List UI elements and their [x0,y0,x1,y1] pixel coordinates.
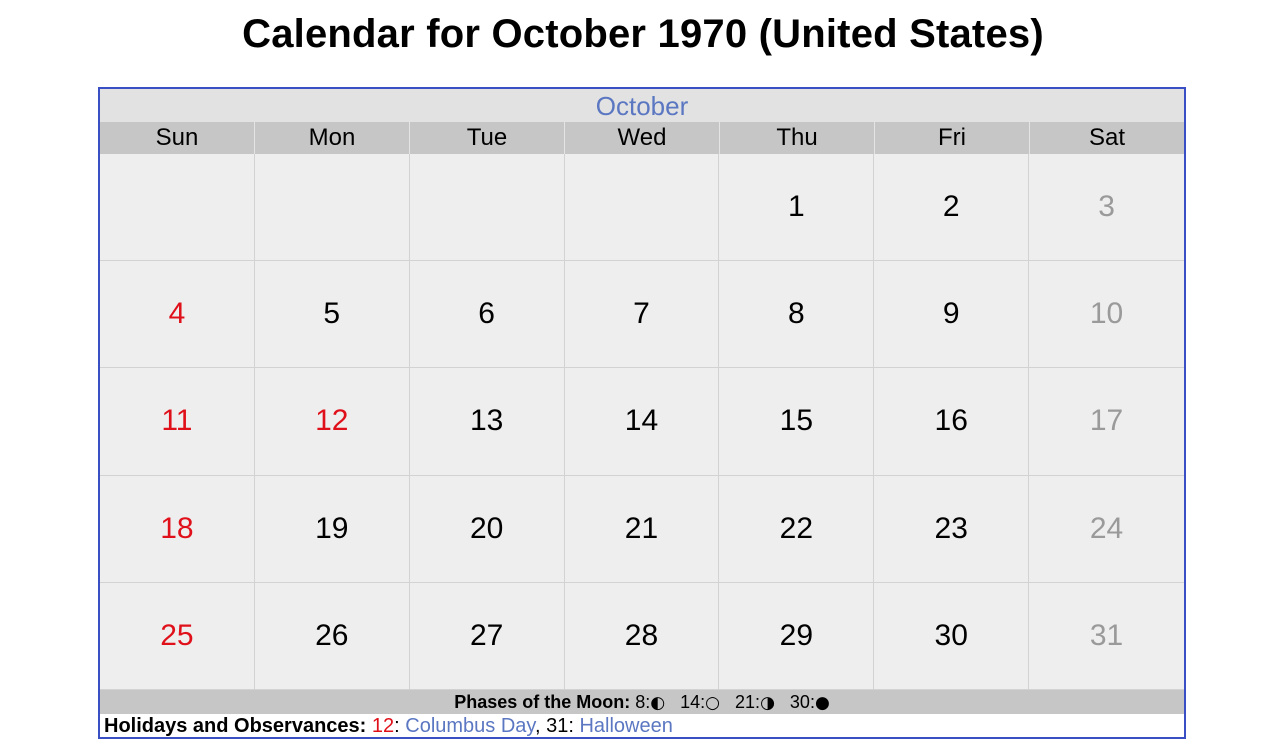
day-cell-22: 22 [719,475,875,583]
holidays-label: Holidays and Observances: [104,715,367,737]
day-cell-21: 21 [564,475,720,583]
empty-day-cell [564,154,720,262]
day-cell-16: 16 [874,368,1030,476]
page-title: Calendar for October 1970 (United States… [242,12,1044,56]
day-cell-6: 6 [409,261,565,369]
day-cell-29: 29 [719,582,875,690]
holidays-bar: Holidays and Observances: 12: Columbus D… [104,715,673,737]
moon-phase-day: 21 [735,692,756,712]
day-cell-11: 11 [100,368,255,476]
weekday-header-sat: Sat [1030,122,1184,154]
moon-phases-bar: Phases of the Moon: 8:◐ 14:○ 21:◑ 30:● [100,690,1184,714]
day-cell-9: 9 [874,261,1030,369]
day-cell-15: 15 [719,368,875,476]
weekday-header-thu: Thu [720,122,875,154]
holiday-day: 31 [546,715,569,737]
weekday-header-wed: Wed [565,122,720,154]
moon-phase-day: 30 [789,692,810,712]
day-cell-26: 26 [254,582,410,690]
day-cell-12: 12 [254,368,410,476]
day-cell-3: 3 [1029,154,1184,262]
holiday-day: 12 [371,715,395,737]
empty-day-cell [409,154,565,262]
day-cell-2: 2 [874,154,1030,262]
moon-phase-day: 14 [680,692,701,712]
moon-phase-day: 8 [635,692,646,712]
day-cell-4: 4 [100,261,255,369]
empty-day-cell [100,154,255,262]
day-cell-17: 17 [1029,368,1184,476]
day-cell-27: 27 [409,582,565,690]
holiday-link-columbus-day[interactable]: Columbus Day [405,715,535,737]
last-quarter-moon-icon: ◑ [760,693,775,713]
day-cell-31: 31 [1029,582,1184,690]
full-moon-icon: ○ [705,693,720,713]
day-cell-23: 23 [874,475,1030,583]
weekday-header-mon: Mon [255,122,410,154]
holiday-link-halloween[interactable]: Halloween [579,715,673,737]
first-quarter-moon-icon: ◐ [650,693,666,713]
month-link[interactable]: October [595,91,689,121]
day-cell-24: 24 [1029,475,1184,583]
day-cell-18: 18 [100,475,255,583]
weekday-header-sun: Sun [100,122,255,154]
new-moon-icon: ● [814,693,830,713]
day-cell-25: 25 [100,582,255,690]
day-cell-30: 30 [874,582,1030,690]
day-cell-19: 19 [254,475,410,583]
day-cell-28: 28 [564,582,720,690]
day-grid: 1 2 3 4 5 6 7 8 9 10 11 12 13 14 15 16 17 18 19 20 21 22 23 24 2… [100,154,1184,690]
day-cell-20: 20 [409,475,565,583]
month-header: October [100,89,1184,122]
weekday-header-tue: Tue [410,122,565,154]
day-cell-13: 13 [409,368,565,476]
day-cell-5: 5 [254,261,410,369]
day-cell-1: 1 [719,154,875,262]
weekday-header-row: Sun Mon Tue Wed Thu Fri Sat [100,122,1184,154]
empty-day-cell [254,154,410,262]
moon-phases-label: Phases of the Moon: [454,692,631,712]
day-cell-8: 8 [719,261,875,369]
day-cell-7: 7 [564,261,720,369]
day-cell-14: 14 [564,368,720,476]
weekday-header-fri: Fri [875,122,1030,154]
day-cell-10: 10 [1029,261,1184,369]
